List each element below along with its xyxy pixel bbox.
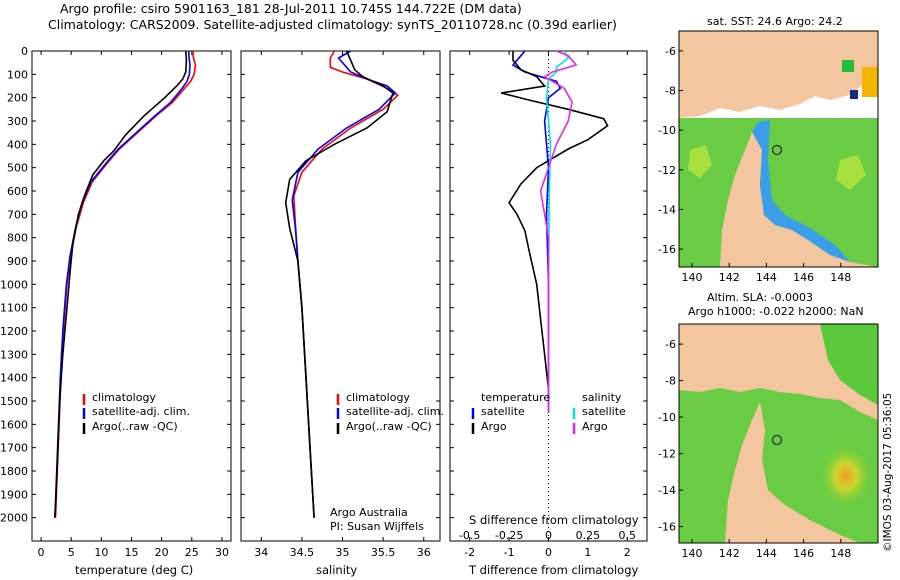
- sal-xlabel: salinity: [316, 563, 358, 577]
- depth-tick-label: 1600: [0, 418, 28, 431]
- temperature-panel: 0100200300400500600700800900100011001200…: [0, 45, 232, 559]
- salinity-panel: 34 34.5 35 35.5 36: [240, 50, 441, 559]
- depth-tick-label: 1200: [0, 325, 28, 338]
- salinity-xtick-label: 34.5: [290, 546, 315, 559]
- depth-tick-label: 2000: [0, 512, 28, 525]
- diff-xlabel: T difference from climatology: [469, 563, 639, 577]
- temperature-frame: [31, 50, 232, 542]
- temperature-xtick-label: 20: [155, 546, 169, 559]
- salinity-xtick-label: 34: [254, 546, 268, 559]
- temperature-xtick-label: 0: [38, 546, 45, 559]
- depth-tick-label: 500: [7, 162, 28, 175]
- diff-legend-sal-argo: Argo: [582, 420, 608, 433]
- salinity-xtick-label: 35.5: [371, 546, 396, 559]
- sst-map-title: sat. SST: 24.6 Argo: 24.2: [707, 15, 843, 28]
- diff-legend-sal-satellite: satellite: [582, 405, 626, 418]
- depth-tick-label: 100: [7, 68, 28, 81]
- temperature-xtick-label: 5: [68, 546, 75, 559]
- credit-stamp: ©IMOS 03-Aug-2017 05:36:05: [882, 392, 894, 552]
- temp-legend-climatology: climatology: [92, 391, 156, 404]
- sal-legend-argo: Argo(..raw -QC): [346, 420, 432, 433]
- sal-legend-satellite: satellite-adj. clim.: [346, 405, 444, 418]
- diff-xlabel-top: S difference from climatology: [469, 513, 639, 527]
- title-line-2: Climatology: CARS2009. Satellite-adjuste…: [48, 17, 617, 32]
- salinity-frame: [240, 50, 441, 542]
- depth-tick-label: 200: [7, 92, 28, 105]
- temperature-xtick-label: 15: [125, 546, 139, 559]
- difference-xtick-label: -2: [464, 546, 475, 559]
- diff-stick-label: 0.25: [576, 529, 601, 542]
- salinity-xtick-label: 36: [417, 546, 431, 559]
- diff-stick-label: 0.5: [619, 529, 637, 542]
- sla-map-title-1: Altim. SLA: -0.0003: [707, 291, 814, 304]
- sla-map-title-2: Argo h1000: -0.022 h2000: NaN: [688, 305, 864, 318]
- temperature-xtick-label: 30: [215, 546, 229, 559]
- temperature-xtick-label: 10: [94, 546, 108, 559]
- depth-tick-label: 1000: [0, 278, 28, 291]
- diff-legend-temp-argo: Argo: [481, 420, 507, 433]
- depth-tick-label: 1400: [0, 372, 28, 385]
- difference-xtick-label: 1: [584, 546, 591, 559]
- difference-series-salinity-satellite: [545, 50, 570, 413]
- depth-tick-label: 1900: [0, 488, 28, 501]
- diff-stick-label: -0.25: [495, 529, 523, 542]
- diff-legend-temperature-title: temperature: [481, 391, 551, 404]
- diff-legend-temp-satellite: satellite: [481, 405, 525, 418]
- temp-legend-satellite: satellite-adj. clim.: [92, 405, 190, 418]
- difference-xtick-label: -1: [504, 546, 515, 559]
- depth-tick-label: 0: [21, 45, 28, 58]
- depth-tick-label: 700: [7, 208, 28, 221]
- depth-tick-label: 1500: [0, 395, 28, 408]
- depth-tick-label: 800: [7, 232, 28, 245]
- temperature-series-satellite-adj-clim-: [54, 51, 191, 518]
- depth-tick-label: 400: [7, 138, 28, 151]
- difference-series-temperature-argo: [501, 51, 609, 413]
- temperature-series-argo-raw-qc-: [54, 50, 188, 518]
- difference-xtick-label: 2: [624, 546, 631, 559]
- sal-legend-climatology: climatology: [346, 391, 410, 404]
- depth-tick-label: 1700: [0, 442, 28, 455]
- depth-tick-label: 1800: [0, 465, 28, 478]
- depth-tick-label: 1300: [0, 348, 28, 361]
- depth-tick-label: 1100: [0, 302, 28, 315]
- temp-xlabel: temperature (deg C): [75, 563, 194, 577]
- title-line-1: Argo profile: csiro 5901163_181 28-Jul-2…: [60, 1, 522, 16]
- difference-xtick-label: 0: [545, 546, 552, 559]
- depth-tick-label: 600: [7, 185, 28, 198]
- salinity-series-argo-raw-qc-: [284, 50, 394, 518]
- pi-annotation: PI: Susan Wijffels: [330, 520, 424, 533]
- temperature-xtick-label: 25: [185, 546, 199, 559]
- diff-stick-label: -0.5: [459, 529, 480, 542]
- salinity-xtick-label: 35: [336, 546, 350, 559]
- diff-legend-salinity-title: salinity: [582, 391, 622, 404]
- depth-tick-label: 900: [7, 255, 28, 268]
- difference-series-salinity-argo: [539, 50, 578, 413]
- argo-australia-annotation: Argo Australia: [330, 506, 408, 519]
- depth-tick-label: 300: [7, 115, 28, 128]
- temp-legend-argo: Argo(..raw -QC): [92, 420, 178, 433]
